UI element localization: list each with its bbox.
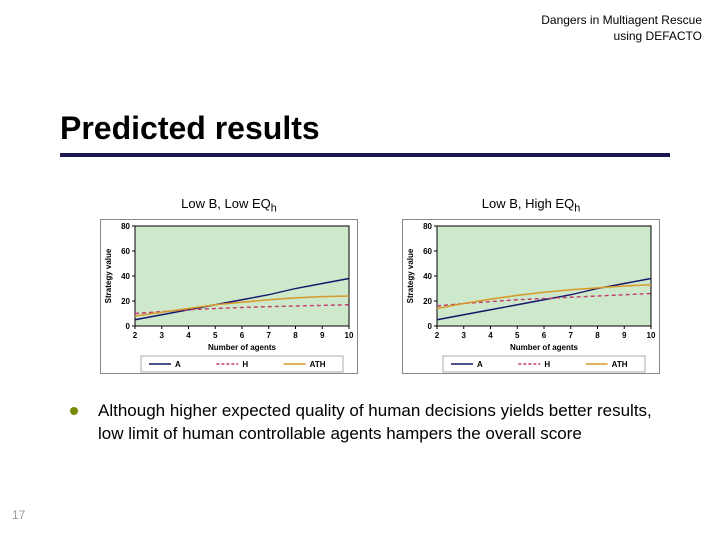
chart-left: 0 20 40 60 80 2 3 4 5 6 7 8 9 10 Strategy value Number … bbox=[100, 219, 358, 374]
chart-right-svg: 0 20 40 60 80 2 3 4 5 6 7 8 9 10 Strategy value Number … bbox=[403, 220, 659, 373]
svg-text:7: 7 bbox=[569, 331, 574, 340]
svg-text:3: 3 bbox=[462, 331, 467, 340]
svg-text:5: 5 bbox=[515, 331, 520, 340]
chart-left-title: Low B, Low EQh bbox=[100, 196, 358, 215]
bullet-dot-icon bbox=[70, 407, 78, 415]
svg-text:9: 9 bbox=[622, 331, 627, 340]
svg-text:3: 3 bbox=[160, 331, 165, 340]
chart-right: 0 20 40 60 80 2 3 4 5 6 7 8 9 10 Strategy value Number … bbox=[402, 219, 660, 374]
title-block: Predicted results bbox=[60, 110, 680, 157]
svg-text:10: 10 bbox=[647, 331, 656, 340]
svg-text:10: 10 bbox=[345, 331, 354, 340]
svg-text:4: 4 bbox=[488, 331, 493, 340]
chart-right-wrap: Low B, High EQh 0 20 40 60 80 2 3 4 5 6 7 8 9 10 Strat… bbox=[402, 196, 660, 374]
header-text: Dangers in Multiagent Rescue using DEFAC… bbox=[541, 12, 702, 44]
svg-text:80: 80 bbox=[423, 222, 432, 231]
header-line1: Dangers in Multiagent Rescue bbox=[541, 12, 702, 28]
svg-text:ATH: ATH bbox=[612, 360, 628, 369]
svg-text:8: 8 bbox=[293, 331, 298, 340]
svg-text:Number of agents: Number of agents bbox=[510, 343, 579, 352]
chart-left-title-text: Low B, Low EQ bbox=[181, 196, 271, 211]
svg-text:6: 6 bbox=[240, 331, 245, 340]
chart-right-title: Low B, High EQh bbox=[402, 196, 660, 215]
slide-number: 17 bbox=[12, 508, 25, 522]
title-underline bbox=[60, 153, 670, 157]
svg-text:H: H bbox=[242, 360, 248, 369]
bullet-item: Although higher expected quality of huma… bbox=[70, 400, 680, 446]
chart-left-wrap: Low B, Low EQh 0 20 40 60 80 2 3 4 5 6 7 8 9 10 Strate… bbox=[100, 196, 358, 374]
chart-right-title-text: Low B, High EQ bbox=[482, 196, 575, 211]
svg-text:9: 9 bbox=[320, 331, 325, 340]
svg-text:20: 20 bbox=[121, 297, 130, 306]
svg-text:Strategy value: Strategy value bbox=[406, 248, 415, 303]
header-line2: using DEFACTO bbox=[541, 28, 702, 44]
chart-right-title-sub: h bbox=[574, 203, 580, 215]
svg-text:5: 5 bbox=[213, 331, 218, 340]
svg-text:4: 4 bbox=[186, 331, 191, 340]
svg-text:6: 6 bbox=[542, 331, 547, 340]
chart-left-svg: 0 20 40 60 80 2 3 4 5 6 7 8 9 10 Strategy value Number … bbox=[101, 220, 357, 373]
bullet-text: Although higher expected quality of huma… bbox=[98, 400, 680, 446]
charts-row: Low B, Low EQh 0204060802345678910Strate… bbox=[100, 196, 660, 374]
svg-text:0: 0 bbox=[126, 322, 131, 331]
svg-text:2: 2 bbox=[435, 331, 440, 340]
svg-text:40: 40 bbox=[121, 272, 130, 281]
svg-text:2: 2 bbox=[133, 331, 138, 340]
svg-text:0: 0 bbox=[428, 322, 433, 331]
svg-text:8: 8 bbox=[595, 331, 600, 340]
svg-text:A: A bbox=[175, 360, 181, 369]
svg-text:80: 80 bbox=[121, 222, 130, 231]
svg-text:40: 40 bbox=[423, 272, 432, 281]
svg-text:60: 60 bbox=[121, 247, 130, 256]
chart-left-title-sub: h bbox=[271, 203, 277, 215]
svg-text:ATH: ATH bbox=[310, 360, 326, 369]
svg-text:20: 20 bbox=[423, 297, 432, 306]
svg-text:7: 7 bbox=[267, 331, 272, 340]
page-title: Predicted results bbox=[60, 110, 680, 153]
svg-text:60: 60 bbox=[423, 247, 432, 256]
svg-text:H: H bbox=[544, 360, 550, 369]
svg-text:A: A bbox=[477, 360, 483, 369]
svg-text:Strategy value: Strategy value bbox=[104, 248, 113, 303]
svg-text:Number of agents: Number of agents bbox=[208, 343, 277, 352]
